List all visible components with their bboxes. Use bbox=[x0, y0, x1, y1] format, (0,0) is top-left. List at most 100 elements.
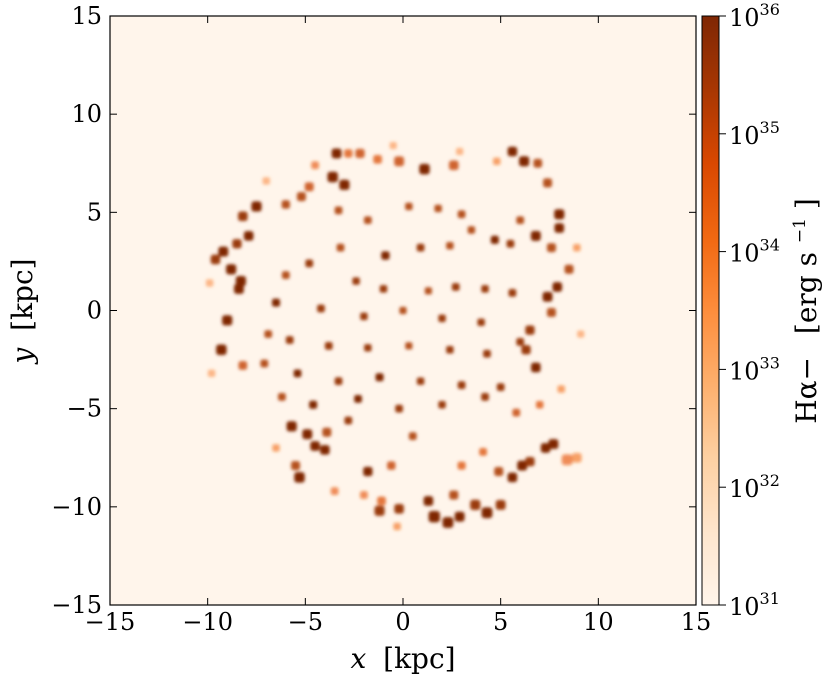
emission-clump bbox=[552, 282, 563, 292]
emission-clump bbox=[495, 499, 506, 510]
emission-clump bbox=[296, 192, 306, 202]
emission-clump bbox=[531, 362, 541, 373]
emission-clump bbox=[546, 243, 556, 253]
emission-clump bbox=[577, 330, 585, 338]
emission-clumps bbox=[205, 142, 585, 531]
emission-clump bbox=[416, 243, 425, 252]
emission-clump bbox=[339, 179, 350, 190]
emission-clump bbox=[419, 163, 430, 175]
emission-clump bbox=[355, 148, 365, 159]
emission-clump bbox=[302, 429, 313, 440]
emission-clump bbox=[508, 288, 517, 297]
y-tick-label: −5 bbox=[67, 395, 102, 423]
emission-clump bbox=[554, 209, 565, 220]
colorbar-tick-label: 1032 bbox=[729, 471, 780, 503]
colorbar-tick-label: 1034 bbox=[729, 236, 780, 268]
emission-clump bbox=[519, 156, 530, 167]
emission-clump bbox=[322, 427, 332, 437]
x-axis-ticks: −15 −10 −5 0 5 10 15 bbox=[85, 16, 711, 636]
emission-clump bbox=[309, 400, 318, 409]
x-axis-label: x [kpc] bbox=[350, 642, 455, 675]
emission-clump bbox=[291, 461, 301, 471]
emission-clump bbox=[405, 202, 413, 211]
emission-clump bbox=[423, 496, 434, 506]
emission-clump bbox=[286, 421, 297, 432]
emission-clump bbox=[285, 336, 294, 344]
emission-clump bbox=[457, 210, 466, 219]
emission-clump bbox=[449, 490, 459, 500]
emission-clump bbox=[393, 522, 401, 531]
emission-clump bbox=[507, 472, 518, 483]
emission-clump bbox=[408, 432, 417, 441]
x-tick-label: −5 bbox=[288, 608, 323, 636]
emission-clump bbox=[334, 206, 343, 215]
x-axis-unit: [kpc] bbox=[383, 642, 455, 675]
emission-clump bbox=[481, 507, 493, 519]
emission-clump bbox=[467, 226, 476, 234]
emission-clump bbox=[572, 452, 582, 463]
emission-clump bbox=[481, 285, 489, 293]
emission-clump bbox=[449, 160, 459, 170]
emission-clump bbox=[564, 264, 574, 274]
emission-clump bbox=[374, 505, 385, 516]
emission-clump bbox=[305, 259, 314, 268]
emission-clump bbox=[481, 393, 489, 401]
y-tick-label: 15 bbox=[71, 2, 102, 30]
emission-clump bbox=[451, 283, 460, 291]
emission-clump bbox=[260, 359, 269, 368]
emission-clump bbox=[381, 251, 390, 260]
emission-clump bbox=[517, 460, 528, 471]
y-axis-var: y bbox=[6, 347, 39, 366]
colorbar-label: Hα− [erg s −1 ] bbox=[779, 198, 823, 424]
emission-clump bbox=[540, 443, 551, 453]
emission-clump bbox=[375, 373, 384, 382]
emission-clump bbox=[506, 239, 515, 248]
emission-clump bbox=[496, 383, 505, 391]
emission-clump bbox=[354, 394, 362, 403]
colorbar-tick-label: 1036 bbox=[729, 0, 780, 32]
emission-clump bbox=[324, 341, 333, 350]
x-tick-label: 5 bbox=[493, 608, 508, 636]
emission-clump bbox=[232, 239, 242, 249]
emission-clump bbox=[516, 338, 525, 346]
emission-clump bbox=[521, 345, 531, 355]
emission-clump bbox=[334, 377, 343, 386]
emission-clump bbox=[218, 246, 229, 257]
emission-clump bbox=[442, 517, 454, 528]
emission-clump bbox=[457, 381, 466, 389]
y-tick-label: 5 bbox=[87, 198, 102, 226]
colorbar-label-unit: [erg s bbox=[790, 252, 823, 334]
emission-clump bbox=[525, 457, 535, 467]
emission-clump bbox=[233, 283, 244, 294]
emission-clump bbox=[424, 287, 432, 295]
emission-clump bbox=[281, 200, 290, 209]
colorbar-tick-label: 1033 bbox=[729, 353, 780, 385]
emission-clump bbox=[235, 275, 246, 287]
emission-clump bbox=[344, 416, 353, 425]
emission-clump bbox=[457, 461, 466, 470]
emission-clump bbox=[490, 235, 499, 244]
emission-clump bbox=[493, 157, 501, 166]
emission-clump bbox=[456, 147, 464, 156]
y-axis-unit: [kpc] bbox=[6, 258, 39, 330]
emission-clump bbox=[387, 461, 396, 470]
emission-clump bbox=[512, 408, 521, 417]
emission-clump bbox=[363, 216, 372, 225]
x-tick-label: 10 bbox=[583, 608, 614, 636]
emission-clump bbox=[216, 344, 227, 355]
emission-clump bbox=[373, 155, 382, 164]
emission-clump bbox=[360, 491, 368, 499]
emission-clump bbox=[310, 441, 320, 451]
emission-clump bbox=[317, 304, 325, 313]
colorbar-ticks: 1031 1032 1033 1034 1035 1036 bbox=[719, 0, 780, 621]
emission-clump bbox=[438, 314, 446, 323]
emission-clump bbox=[542, 291, 553, 302]
x-axis-var: x bbox=[350, 642, 366, 675]
emission-clump bbox=[546, 307, 556, 317]
emission-clump bbox=[494, 467, 504, 476]
emission-clump bbox=[226, 264, 237, 275]
colorbar-tick-label: 1031 bbox=[729, 589, 780, 621]
emission-clump bbox=[470, 499, 481, 510]
emission-clump bbox=[327, 171, 338, 183]
emission-clump bbox=[399, 306, 407, 315]
